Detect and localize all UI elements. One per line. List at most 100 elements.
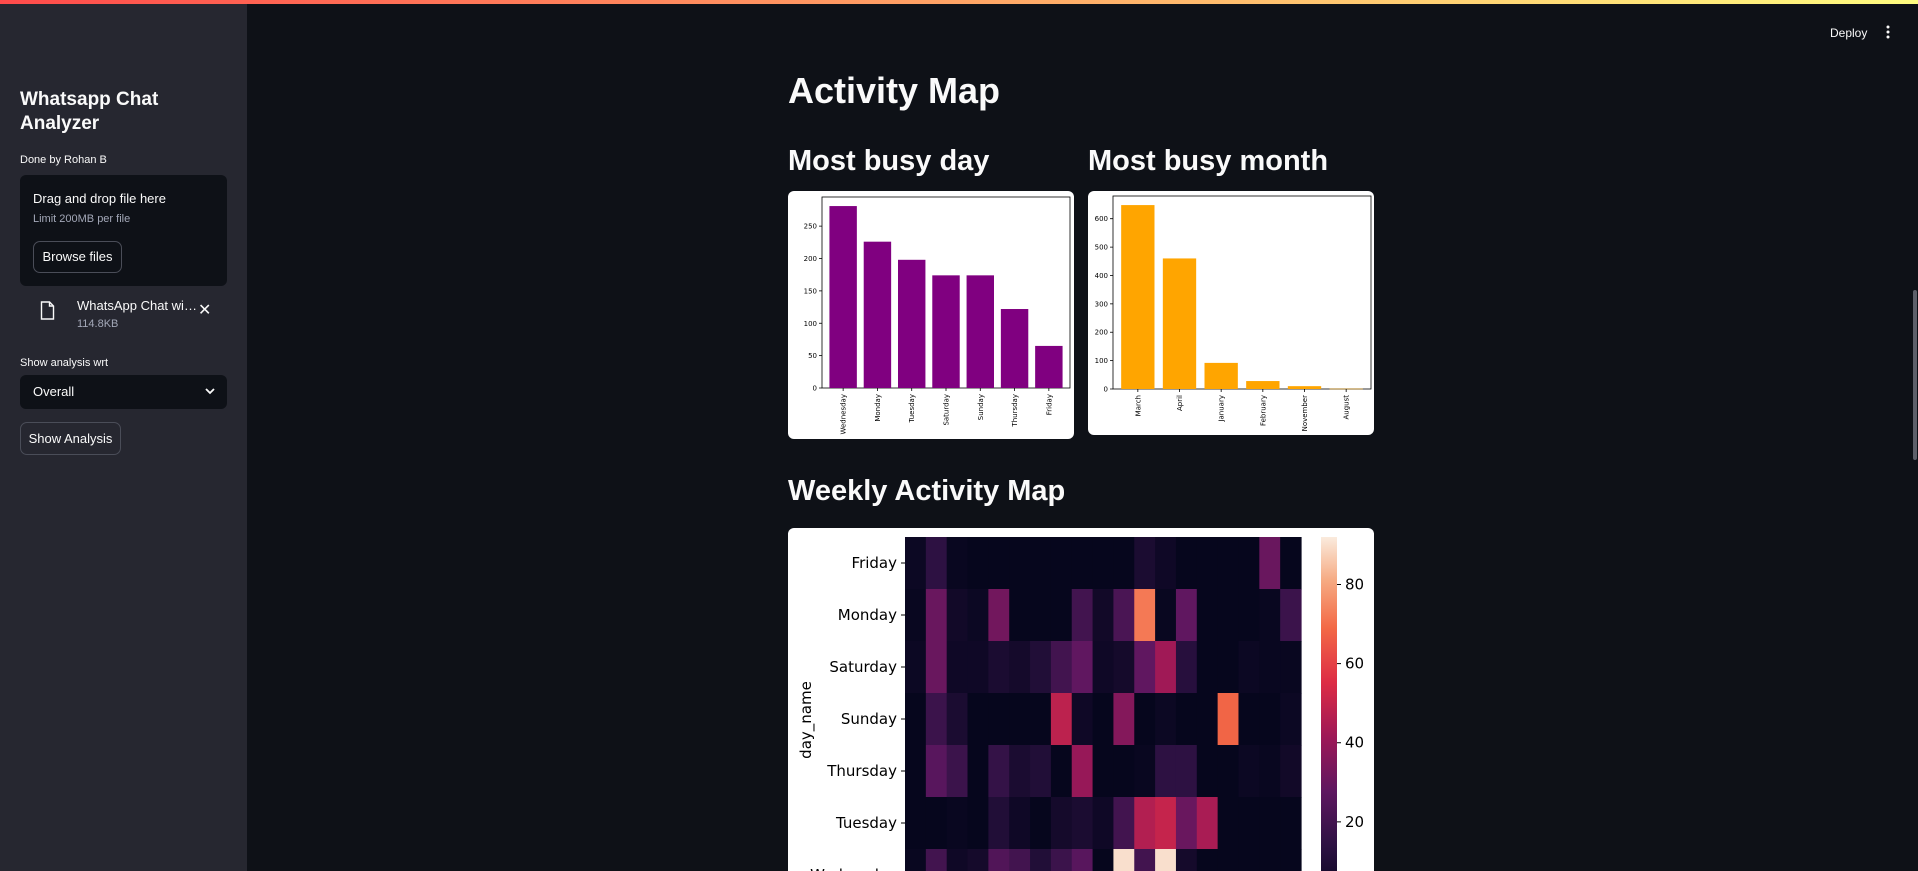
deploy-button[interactable]: Deploy xyxy=(1830,26,1867,40)
row-label: Friday xyxy=(852,554,898,572)
heatmap-cell xyxy=(1155,693,1176,746)
top-accent-bar xyxy=(0,0,1918,4)
heatmap-cell xyxy=(1030,745,1051,798)
y-tick-label: 0 xyxy=(1104,386,1108,394)
heatmap-cell xyxy=(947,589,968,642)
heatmap-cell xyxy=(1030,693,1051,746)
heatmap-cell xyxy=(1009,693,1030,746)
analysis-select[interactable]: Overall xyxy=(20,375,227,409)
heatmap-cell xyxy=(1113,745,1134,798)
heatmap-cell xyxy=(947,745,968,798)
x-tick-label: February xyxy=(1259,395,1267,426)
heatmap-cell xyxy=(1259,849,1280,871)
heatmap-cell xyxy=(926,537,947,590)
heatmap-cell xyxy=(1197,797,1218,850)
heatmap-cell xyxy=(1009,537,1030,590)
heatmap-cell xyxy=(1009,745,1030,798)
weekly-heatmap-svg: Friday Monday Saturday Sunday Thursday Tuesda… xyxy=(788,528,1374,871)
heatmap-cell xyxy=(1030,849,1051,871)
x-tick-label: January xyxy=(1218,395,1226,423)
heatmap-cell xyxy=(1009,849,1030,871)
heatmap-cell xyxy=(968,797,989,850)
x-tick-label: March xyxy=(1134,395,1142,416)
heatmap-cell xyxy=(1155,589,1176,642)
heatmap-cell xyxy=(1218,797,1239,850)
x-tick-label: August xyxy=(1343,395,1351,420)
row-label: Wednesday xyxy=(810,866,897,871)
heatmap-cell xyxy=(1072,641,1093,694)
heatmap-cell xyxy=(1051,537,1072,590)
heatmap-cell xyxy=(1051,849,1072,871)
heatmap-cell xyxy=(988,693,1009,746)
colorbar xyxy=(1321,537,1337,871)
x-tick-label: Thursday xyxy=(1011,394,1019,428)
heatmap-cell xyxy=(1113,693,1134,746)
more-vert-icon[interactable] xyxy=(1880,24,1896,40)
close-icon[interactable]: ✕ xyxy=(198,300,211,320)
heatmap-cell xyxy=(1051,797,1072,850)
heatmap-cell xyxy=(926,745,947,798)
row-label: Thursday xyxy=(826,762,897,780)
y-tick-label: 100 xyxy=(1095,357,1108,365)
weekly-heatmap-chart: Friday Monday Saturday Sunday Thursday Tuesda… xyxy=(788,528,1374,871)
heatmap-cell xyxy=(1197,693,1218,746)
heatmap-cell xyxy=(1009,797,1030,850)
y-tick-label: 150 xyxy=(804,287,817,295)
heatmap-cell xyxy=(1238,537,1259,590)
heatmap-cell xyxy=(1176,849,1197,871)
file-uploader-dropzone[interactable]: Drag and drop file here Limit 200MB per … xyxy=(20,175,227,286)
heatmap-cell xyxy=(905,745,926,798)
heatmap-cell xyxy=(1218,693,1239,746)
analysis-select-label: Show analysis wrt xyxy=(20,357,108,369)
bar xyxy=(1035,346,1062,388)
heatmap-cell xyxy=(1155,849,1176,871)
x-tick-label: April xyxy=(1176,395,1184,411)
busy-month-title: Most busy month xyxy=(1088,145,1328,178)
x-tick-label: Monday xyxy=(874,394,882,422)
busy-day-title: Most busy day xyxy=(788,145,989,178)
heatmap-cell xyxy=(1280,745,1301,798)
heatmap-ylabel: day_name xyxy=(797,681,816,759)
row-label: Monday xyxy=(838,606,897,624)
heatmap-cell xyxy=(1155,745,1176,798)
heatmap-cell xyxy=(1197,745,1218,798)
heatmap-cell xyxy=(1072,797,1093,850)
heatmap-cell xyxy=(1280,537,1301,590)
heatmap-cell xyxy=(926,693,947,746)
bar xyxy=(1246,381,1279,389)
browse-files-button[interactable]: Browse files xyxy=(33,241,122,273)
heatmap-cell xyxy=(1176,537,1197,590)
heatmap-cell xyxy=(1051,693,1072,746)
heatmap-cell xyxy=(1218,537,1239,590)
colorbar-tick-label: 20 xyxy=(1345,813,1364,831)
heatmap-cell xyxy=(1113,589,1134,642)
heatmap-cell xyxy=(1072,589,1093,642)
y-tick-label: 500 xyxy=(1095,244,1108,252)
heatmap-cell xyxy=(1051,641,1072,694)
heatmap-cell xyxy=(1155,641,1176,694)
show-analysis-button[interactable]: Show Analysis xyxy=(20,422,121,455)
heatmap-cell xyxy=(1134,745,1155,798)
colorbar-tick-label: 60 xyxy=(1345,655,1364,673)
heatmap-cell xyxy=(905,797,926,850)
heatmap-cell xyxy=(1113,849,1134,871)
weekly-activity-title: Weekly Activity Map xyxy=(788,475,1065,508)
heatmap-cell xyxy=(1176,745,1197,798)
heatmap-cell xyxy=(1072,745,1093,798)
heatmap-cell xyxy=(1155,537,1176,590)
colorbar-tick-label: 80 xyxy=(1345,575,1364,593)
heatmap-cell xyxy=(1280,849,1301,871)
heatmap-cell xyxy=(1093,849,1114,871)
chevron-down-icon xyxy=(203,384,217,398)
heatmap-cell xyxy=(1113,797,1134,850)
heatmap-cell xyxy=(1280,797,1301,850)
page-scrollbar[interactable] xyxy=(1913,290,1917,460)
heatmap-cell xyxy=(1113,641,1134,694)
bar xyxy=(932,275,959,388)
heatmap-cell xyxy=(947,537,968,590)
heatmap-cell xyxy=(1134,849,1155,871)
busy-day-chart: 0 50 100 150 200 250 Wednesday Monday Tuesday Sat… xyxy=(788,191,1074,439)
heatmap-cell xyxy=(1134,537,1155,590)
heatmap-cell xyxy=(1197,589,1218,642)
bar xyxy=(1205,363,1238,389)
